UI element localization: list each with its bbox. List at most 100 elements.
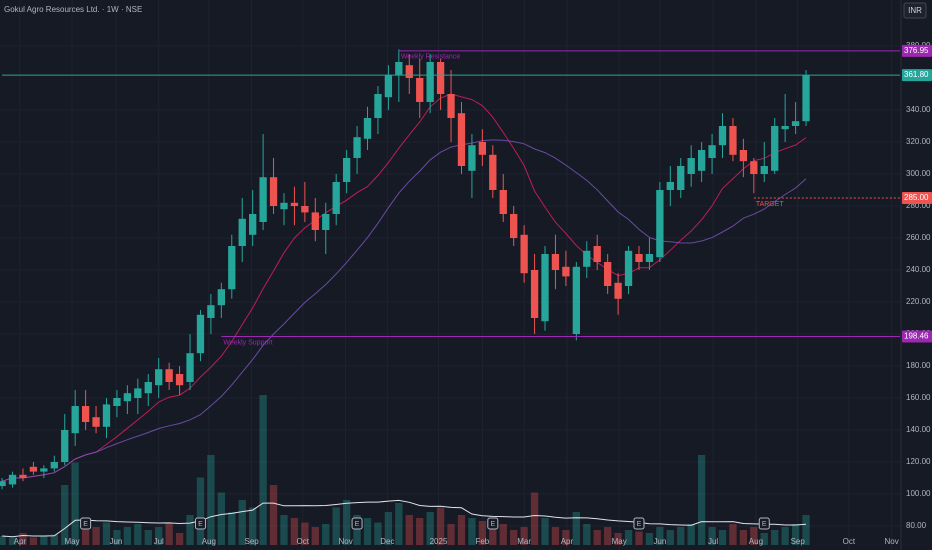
volume-bar [175, 533, 184, 545]
volume-bar [771, 530, 779, 545]
candle-body [729, 126, 737, 155]
y-tick-label: 140.00 [906, 425, 931, 434]
moving-average [1, 93, 807, 482]
candle-body [165, 369, 173, 382]
volume-bar [520, 527, 528, 545]
level-text: Weekly Resistance [401, 54, 461, 61]
moving-average [1, 139, 807, 482]
volume-bar [416, 518, 424, 545]
candle-body [457, 113, 466, 166]
level-text: Weekly Support [223, 339, 272, 346]
price-marker-label: 361.80 [904, 70, 929, 79]
volume-bar [165, 522, 173, 545]
event-label: E [762, 521, 767, 528]
price-marker [902, 192, 932, 204]
event-label: E [83, 521, 88, 528]
candle-body [739, 150, 748, 162]
volume-bar [510, 530, 518, 545]
volume-bar [342, 500, 351, 545]
volume-bar [656, 527, 664, 545]
currency-label[interactable]: INR [908, 6, 922, 15]
volume-bar [301, 522, 309, 545]
volume-bar [207, 455, 215, 545]
volume-bar [593, 530, 601, 545]
plot: Weekly Resistance TARGET Weekly Support [0, 49, 900, 490]
volume-bar [374, 522, 382, 545]
volume-bar [562, 530, 570, 545]
volume-bar [614, 533, 622, 545]
volume-bar [447, 524, 455, 545]
event-label: E [355, 521, 360, 528]
volume-bar [217, 492, 225, 545]
x-tick-label: Nov [885, 537, 899, 546]
volume-bar [583, 524, 591, 545]
volume-bar [499, 524, 507, 545]
volume-bar [61, 485, 69, 545]
y-tick-label: 320.00 [906, 137, 931, 146]
candle-body [572, 266, 580, 334]
volume-bar [40, 536, 48, 545]
x-tick-label: Apr [14, 537, 27, 546]
candle-body [656, 190, 664, 258]
x-tick-label: Sep [791, 537, 806, 546]
candle-body [196, 314, 205, 354]
volume-bar [697, 455, 706, 545]
price-marker [902, 44, 932, 57]
volume-bar [144, 530, 152, 545]
volume-bar [102, 522, 111, 545]
price-marker-label: 198.46 [904, 332, 929, 341]
candle-body [416, 78, 424, 102]
candle-body [541, 254, 549, 322]
candle-body [0, 481, 6, 486]
candle-body [332, 182, 340, 214]
candle-body [71, 406, 79, 434]
candle-body [322, 214, 330, 230]
price-marker-label: 285.00 [904, 193, 929, 202]
candle-body [635, 254, 643, 262]
y-tick-label: 220.00 [906, 297, 931, 306]
volume-bar [280, 515, 288, 545]
candle-body [228, 246, 236, 290]
currency-button[interactable] [903, 2, 927, 19]
candle-body [677, 166, 685, 190]
x-tick-label: Apr [561, 537, 574, 546]
volume-bar [436, 507, 445, 545]
y-tick-label: 100.00 [906, 489, 931, 498]
candle-body [781, 126, 789, 130]
volume-bar [729, 524, 737, 545]
price-marker [902, 69, 932, 82]
volume-average [2, 499, 807, 538]
candle-body [624, 250, 633, 286]
volume-bar [92, 527, 100, 545]
candle-body [530, 270, 539, 318]
x-tick-label: Oct [297, 537, 310, 546]
event-badge [80, 517, 92, 530]
chart-title: Gokul Agro Resources Ltd. · 1W · NSE [4, 5, 142, 14]
x-tick-label: Nov [338, 537, 352, 546]
volume-bar [457, 515, 466, 545]
candle-body [666, 182, 674, 190]
volume-bar [468, 518, 476, 545]
x-tick-label: May [64, 537, 79, 546]
event-badge [633, 517, 645, 530]
candle-body [50, 462, 58, 469]
candle-body [363, 118, 372, 139]
y-tick-label: 80.00 [906, 521, 927, 530]
candle-body [468, 145, 476, 171]
volume-bar [353, 515, 361, 545]
candle-body [113, 398, 121, 406]
volume-bar [718, 530, 727, 545]
candle-body [29, 466, 38, 472]
candle-body [771, 126, 779, 171]
volume-bar [155, 527, 163, 545]
candle-body [384, 74, 393, 98]
x-tick-label: Mar [517, 537, 531, 546]
candle-body [102, 404, 111, 427]
candle-body [92, 417, 100, 427]
volume-bar [791, 524, 800, 545]
volume-bar [113, 530, 121, 545]
volume-bar [530, 492, 539, 545]
